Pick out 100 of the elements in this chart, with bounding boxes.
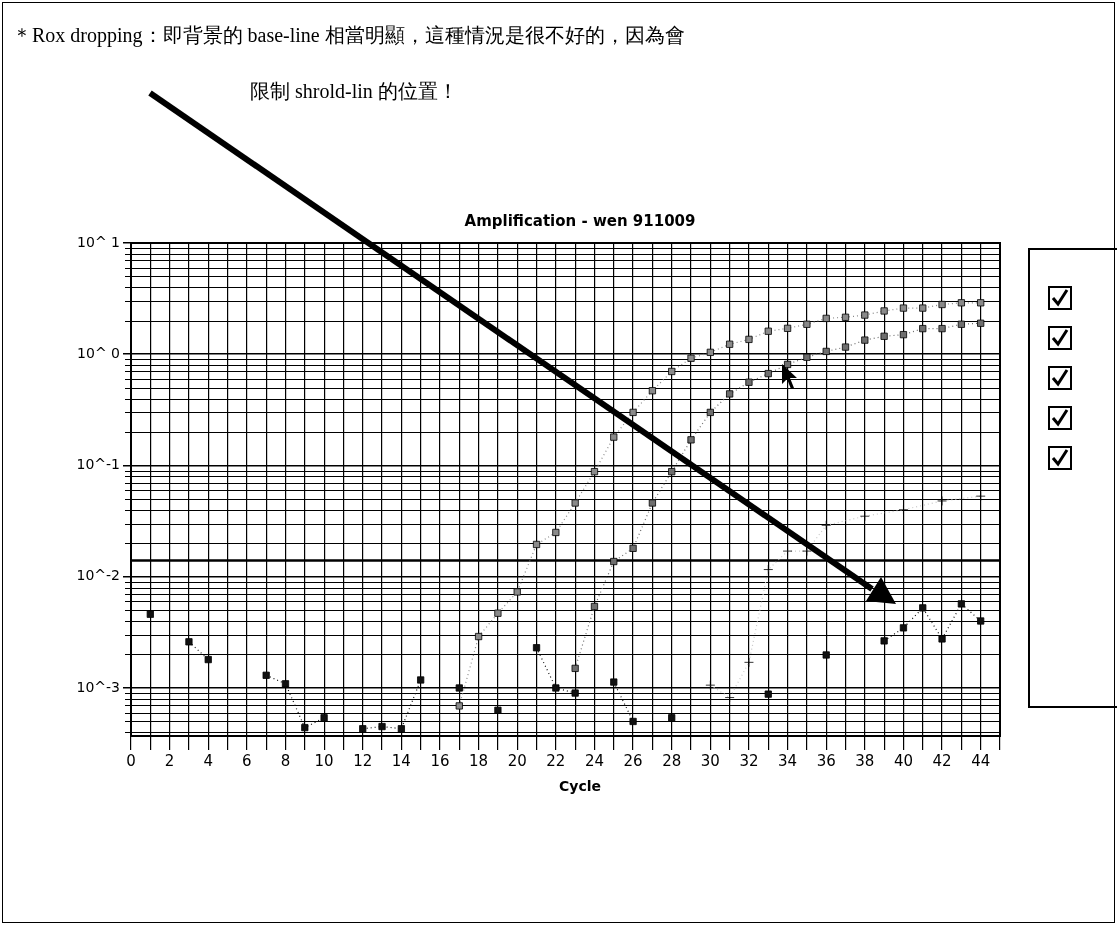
point <box>668 714 676 722</box>
x-tick-label: 38 <box>855 751 875 770</box>
point <box>822 347 830 356</box>
x-tick-label: 32 <box>739 751 759 770</box>
point <box>977 617 985 625</box>
point <box>475 632 483 641</box>
point <box>822 314 830 322</box>
point <box>880 332 888 340</box>
point <box>938 635 946 643</box>
x-tick-label: 2 <box>164 751 175 770</box>
x-tick-label: 16 <box>430 751 450 770</box>
x-tick-label: 6 <box>242 751 252 770</box>
point <box>610 557 618 566</box>
point <box>590 602 599 611</box>
point <box>571 499 579 507</box>
point <box>880 637 888 645</box>
point <box>455 702 463 710</box>
point <box>861 336 869 344</box>
point <box>262 671 270 679</box>
point <box>359 725 367 733</box>
point <box>880 307 888 315</box>
chart-title: Amplification - wen 911009 <box>463 212 697 230</box>
point <box>764 690 772 698</box>
point <box>204 655 212 664</box>
y-tick-label: 10^-3 <box>76 678 120 695</box>
point <box>745 378 753 386</box>
point <box>764 370 772 378</box>
point <box>919 604 927 612</box>
point <box>822 651 830 659</box>
point <box>919 325 927 333</box>
x-tick-label: 42 <box>932 751 952 770</box>
point <box>648 387 656 395</box>
x-tick-label: 26 <box>623 751 643 770</box>
point <box>378 722 386 731</box>
point <box>706 348 714 356</box>
point <box>841 343 850 351</box>
point <box>668 468 676 476</box>
point <box>687 436 695 444</box>
point <box>301 724 309 732</box>
point <box>841 313 850 321</box>
point <box>861 311 869 319</box>
point <box>957 320 965 328</box>
point <box>146 610 154 618</box>
x-tick-label: 8 <box>280 751 291 770</box>
point <box>417 676 425 684</box>
x-tick-label: 36 <box>816 751 836 770</box>
point <box>494 706 502 714</box>
x-tick-label: 10 <box>314 751 334 770</box>
point <box>320 714 328 722</box>
point <box>668 367 676 376</box>
x-tick-label: 20 <box>507 751 527 770</box>
x-tick-label: 28 <box>662 751 682 770</box>
point <box>957 600 965 608</box>
x-tick-label: 22 <box>546 751 566 770</box>
point <box>648 499 656 507</box>
point <box>532 644 541 652</box>
point <box>571 689 579 697</box>
point <box>938 325 946 333</box>
point <box>706 408 714 416</box>
x-tick-label: 12 <box>353 751 373 770</box>
x-tick-label: 40 <box>893 751 913 770</box>
point <box>726 340 734 348</box>
point <box>899 331 908 339</box>
point <box>899 624 908 632</box>
point <box>610 433 618 441</box>
point <box>513 588 521 596</box>
x-tick-label: 14 <box>391 751 411 770</box>
point <box>784 360 792 368</box>
x-tick-label: 18 <box>469 751 489 770</box>
x-tick-label: 34 <box>778 751 798 770</box>
point <box>977 299 985 307</box>
x-tick-label: 24 <box>584 751 605 770</box>
point <box>552 684 560 692</box>
point <box>397 725 405 733</box>
point <box>919 304 927 312</box>
x-tick-label: 44 <box>971 751 991 770</box>
point <box>629 717 637 726</box>
point <box>552 528 560 537</box>
point <box>629 544 637 552</box>
point <box>281 680 290 688</box>
point <box>764 327 772 335</box>
point <box>455 684 463 692</box>
point <box>977 319 985 327</box>
point <box>610 678 618 686</box>
y-tick-label: 10^ 1 <box>77 233 120 250</box>
point <box>784 324 792 332</box>
point <box>957 299 965 307</box>
point <box>185 638 193 646</box>
x-tick-label: 30 <box>700 751 720 770</box>
x-tick-label: 4 <box>203 751 214 770</box>
x-tick-label: 0 <box>126 751 136 770</box>
point <box>629 408 637 416</box>
point <box>803 353 811 361</box>
point <box>687 354 695 362</box>
x-axis-title: Cycle <box>558 778 602 794</box>
point <box>745 335 753 343</box>
y-tick-label: 10^-2 <box>76 567 120 584</box>
point <box>494 609 502 617</box>
text: ＊Rox dropping：即背景的 base-line 相當明顯，這種情況是很不好的，因為會 <box>12 23 685 49</box>
point <box>590 468 599 476</box>
